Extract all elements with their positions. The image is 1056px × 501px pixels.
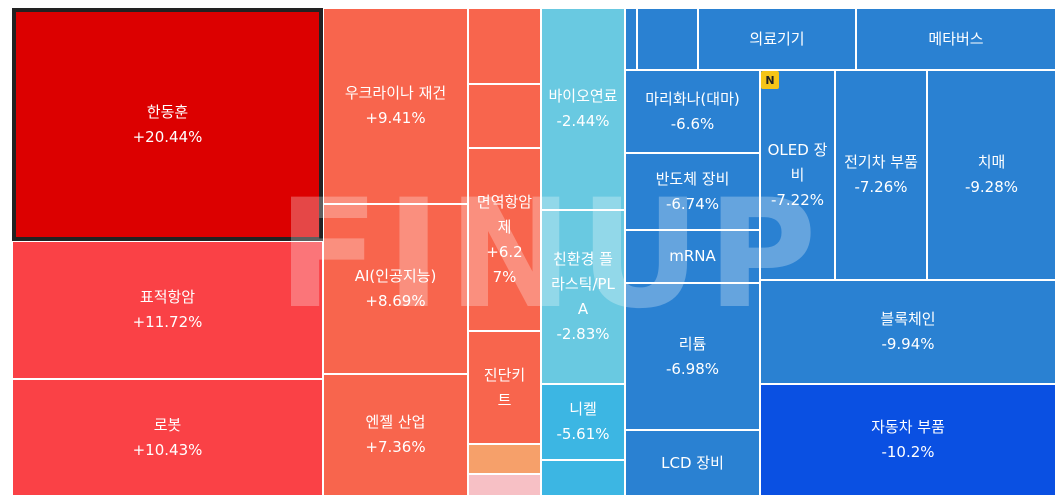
tile-ai[interactable]: AI(인공지능) +8.69%	[323, 204, 468, 374]
tile-change: -9.28%	[964, 178, 1019, 196]
tile-bio[interactable]: 바이오연료 -2.44%	[541, 8, 625, 210]
tile-mrna[interactable]: mRNA	[625, 230, 760, 283]
tile-robot[interactable]: 로봇 +10.43%	[12, 379, 323, 496]
tile-marijuana[interactable]: 마리화나(대마) -6.6%	[625, 70, 760, 153]
tile-eco[interactable]: 친환경 플라스틱/PLA -2.83%	[541, 210, 625, 384]
tile-engel[interactable]: 엔젤 산업 +7.36%	[323, 374, 468, 496]
tile-name: OLED 장비	[767, 140, 828, 184]
tile-change: +8.69%	[365, 292, 426, 310]
tile-name: 니켈	[569, 400, 597, 418]
tile-ev[interactable]: 전기차 부품 -7.26%	[835, 70, 927, 280]
tile-handong[interactable]: 한동훈 +20.44%	[12, 8, 323, 241]
tile-name: 전기차 부품	[844, 153, 918, 171]
tile-name: 리튬	[678, 334, 707, 353]
tile-change: -6.74%	[665, 194, 720, 213]
tile-change: -9.94%	[881, 335, 935, 353]
tile-name: 우크라이나 재건	[344, 84, 447, 102]
tile-unlabeled[interactable]	[468, 444, 541, 474]
tile-change: +11.72%	[132, 313, 203, 331]
tile-unlabeled[interactable]	[625, 8, 637, 70]
tile-name: 한동훈	[146, 102, 189, 121]
tile-unlabeled[interactable]	[468, 8, 541, 84]
tile-change: -2.44%	[556, 112, 610, 130]
tile-name: 면역항암제	[476, 192, 533, 236]
tile-unlabeled[interactable]	[541, 460, 625, 496]
tile-name: 반도체 장비	[655, 169, 730, 188]
tile-change: -6.98%	[665, 359, 720, 378]
tile-name: 블록체인	[880, 310, 936, 328]
tile-medical[interactable]: 의료기기	[698, 8, 856, 70]
tile-lithium[interactable]: 리튬 -6.98%	[625, 283, 760, 430]
tile-name: 의료기기	[749, 29, 805, 48]
tile-pyojeok[interactable]: 표적항암 +11.72%	[12, 241, 323, 379]
tile-lcd[interactable]: LCD 장비	[625, 430, 760, 496]
tile-change: -10.2%	[881, 443, 935, 461]
tile-name: LCD 장비	[661, 453, 724, 472]
tile-oled[interactable]: OLED 장비 -7.22%	[760, 70, 835, 280]
tile-ukraine[interactable]: 우크라이나 재건 +9.41%	[323, 8, 468, 204]
tile-name: 로봇	[153, 415, 182, 434]
tile-change: -2.83%	[556, 325, 610, 343]
tile-semi[interactable]: 반도체 장비 -6.74%	[625, 153, 760, 230]
tile-name: 표적항암	[139, 288, 196, 306]
tile-name: 마리화나(대마)	[645, 89, 740, 108]
tile-name: 자동차 부품	[871, 418, 945, 436]
tile-unlabeled[interactable]	[468, 84, 541, 148]
tile-myeonyeok[interactable]: 면역항암제 +6.27%	[468, 148, 541, 331]
new-badge: N	[761, 71, 779, 89]
tile-name: mRNA	[669, 247, 716, 265]
tile-jindan[interactable]: 진단키트	[468, 331, 541, 444]
tile-unlabeled[interactable]	[637, 8, 698, 70]
tile-change: +9.41%	[365, 109, 426, 127]
tile-change: +6.27%	[486, 242, 523, 286]
tile-blockchain[interactable]: 블록체인 -9.94%	[760, 280, 1056, 384]
tile-name: 치매	[977, 153, 1006, 171]
tile-auto-parts[interactable]: 자동차 부품 -10.2%	[760, 384, 1056, 496]
tile-unlabeled[interactable]	[468, 474, 541, 496]
tile-change: -7.26%	[854, 178, 908, 196]
tile-change: -7.22%	[770, 190, 825, 209]
tile-change: -5.61%	[556, 425, 610, 443]
tile-name: 메타버스	[928, 29, 984, 48]
tile-change: -6.6%	[670, 114, 715, 133]
tile-dementia[interactable]: 치매 -9.28%	[927, 70, 1056, 280]
tile-name: 엔젤 산업	[365, 413, 426, 431]
tile-change: +20.44%	[132, 127, 203, 146]
tile-change: +7.36%	[365, 438, 426, 456]
tile-nickel[interactable]: 니켈 -5.61%	[541, 384, 625, 460]
tile-change: +10.43%	[132, 440, 203, 459]
tile-meta[interactable]: 메타버스	[856, 8, 1056, 70]
tile-name: 바이오연료	[548, 87, 618, 105]
tile-name: 친환경 플라스틱/PLA	[551, 250, 615, 318]
tile-name: 진단키트	[483, 365, 526, 409]
tile-name: AI(인공지능)	[354, 267, 437, 285]
